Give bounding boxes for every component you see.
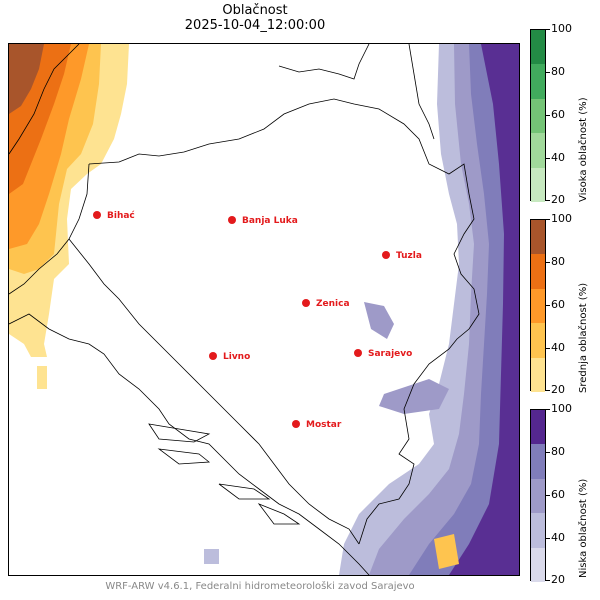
colorbar-mid-cloud <box>530 219 546 392</box>
map-timestamp: 2025-10-04_12:00:00 <box>184 18 326 33</box>
tick-high-40: 40 <box>551 151 565 164</box>
city-label-tuzla: Tuzla <box>396 251 422 261</box>
tick-mid-20: 20 <box>551 383 565 396</box>
borders <box>9 44 480 575</box>
mid-cloud-area <box>9 44 129 389</box>
city-label-zenica: Zenica <box>316 299 350 309</box>
colorbar-low-cloud <box>530 409 546 582</box>
tick-low-60: 60 <box>551 488 565 501</box>
cloud-map: Bihać Banja Luka Tuzla Zenica Livno Sara… <box>8 43 520 576</box>
tick-mid-100: 100 <box>551 212 572 225</box>
colorbar-mid-label: Srednja oblačnost (%) <box>578 282 589 393</box>
tick-low-40: 40 <box>551 531 565 544</box>
colorbar-high-label: Visoka oblačnost (%) <box>578 97 589 202</box>
map-title: Oblačnost <box>222 3 288 18</box>
city-dot-tuzla <box>382 251 390 259</box>
tick-low-80: 80 <box>551 445 565 458</box>
tick-mid-80: 80 <box>551 255 565 268</box>
tick-high-20: 20 <box>551 193 565 206</box>
city-label-livno: Livno <box>223 352 250 362</box>
colorbar-low-label: Niska oblačnost (%) <box>578 478 589 578</box>
city-label-sarajevo: Sarajevo <box>368 349 412 359</box>
map-canvas: Bihać Banja Luka Tuzla Zenica Livno Sara… <box>9 44 519 575</box>
city-label-mostar: Mostar <box>306 420 342 430</box>
tick-mid-60: 60 <box>551 298 565 311</box>
tick-mid-40: 40 <box>551 341 565 354</box>
city-label-bihac: Bihać <box>107 210 135 221</box>
tick-low-100: 100 <box>551 402 572 415</box>
city-dot-bihac <box>93 211 101 219</box>
colorbar-high-cloud <box>530 29 546 202</box>
city-dot-zenica <box>302 299 310 307</box>
footer-credit: WRF-ARW v4.6.1, Federalni hidrometeorolo… <box>105 581 415 592</box>
tick-high-100: 100 <box>551 22 572 35</box>
tick-low-20: 20 <box>551 573 565 586</box>
city-label-banja-luka: Banja Luka <box>242 216 298 226</box>
low-cloud-area <box>204 44 519 575</box>
tick-high-80: 80 <box>551 65 565 78</box>
city-dot-banja-luka <box>228 216 236 224</box>
city-dot-sarajevo <box>354 349 362 357</box>
city-dot-livno <box>209 352 217 360</box>
tick-high-60: 60 <box>551 108 565 121</box>
city-dot-mostar <box>292 420 300 428</box>
city-markers: Bihać Banja Luka Tuzla Zenica Livno Sara… <box>93 210 422 430</box>
